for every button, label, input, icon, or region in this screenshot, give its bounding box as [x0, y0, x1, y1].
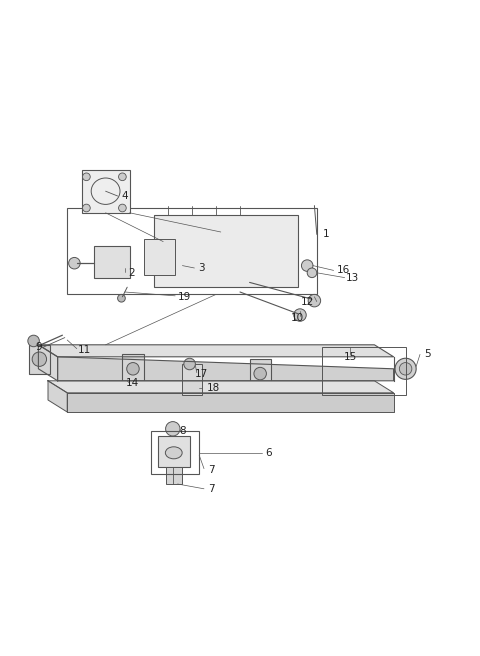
- Circle shape: [184, 358, 195, 370]
- Circle shape: [308, 295, 321, 307]
- Circle shape: [83, 173, 90, 180]
- Circle shape: [83, 204, 90, 212]
- Polygon shape: [38, 345, 58, 380]
- Text: 13: 13: [346, 273, 360, 283]
- Bar: [322, 347, 406, 395]
- Text: 11: 11: [77, 344, 91, 355]
- Text: 14: 14: [125, 379, 139, 388]
- Polygon shape: [67, 393, 394, 412]
- Circle shape: [254, 367, 266, 380]
- Text: 5: 5: [424, 350, 431, 359]
- Circle shape: [294, 309, 306, 321]
- Circle shape: [399, 363, 412, 375]
- Text: 17: 17: [195, 369, 208, 379]
- Ellipse shape: [209, 244, 252, 277]
- Bar: [94, 247, 130, 277]
- Bar: [82, 170, 130, 213]
- Bar: [29, 345, 50, 374]
- Circle shape: [166, 422, 180, 436]
- Bar: [154, 215, 298, 287]
- Text: 19: 19: [178, 292, 192, 302]
- Text: 6: 6: [265, 448, 272, 458]
- Text: 15: 15: [344, 352, 357, 362]
- Text: 8: 8: [179, 426, 186, 436]
- Text: 10: 10: [291, 314, 304, 323]
- Polygon shape: [48, 380, 394, 393]
- Circle shape: [28, 335, 39, 347]
- Circle shape: [307, 268, 317, 277]
- Bar: [158, 436, 190, 467]
- Text: 1: 1: [323, 230, 330, 239]
- Ellipse shape: [165, 447, 182, 459]
- Text: 2: 2: [129, 268, 135, 277]
- Ellipse shape: [199, 237, 262, 285]
- Bar: [182, 364, 202, 395]
- Text: 4: 4: [121, 191, 128, 201]
- Bar: [144, 239, 175, 276]
- Bar: [166, 467, 182, 484]
- Text: 7: 7: [208, 484, 215, 494]
- Circle shape: [118, 295, 125, 302]
- Text: 16: 16: [336, 266, 350, 276]
- Text: 3: 3: [198, 263, 205, 273]
- Bar: [151, 431, 199, 474]
- Text: 18: 18: [207, 383, 220, 393]
- Bar: [250, 359, 271, 386]
- Circle shape: [32, 352, 47, 367]
- Circle shape: [395, 358, 416, 379]
- Bar: [122, 354, 144, 380]
- Text: 7: 7: [208, 464, 215, 474]
- Circle shape: [127, 363, 139, 375]
- Text: 9: 9: [35, 342, 42, 352]
- Bar: [67, 208, 317, 295]
- Polygon shape: [48, 380, 67, 412]
- Polygon shape: [38, 345, 394, 357]
- Circle shape: [301, 260, 313, 272]
- Circle shape: [119, 204, 126, 212]
- Polygon shape: [58, 357, 394, 380]
- Text: 12: 12: [300, 297, 314, 306]
- Circle shape: [119, 173, 126, 180]
- Circle shape: [69, 257, 80, 269]
